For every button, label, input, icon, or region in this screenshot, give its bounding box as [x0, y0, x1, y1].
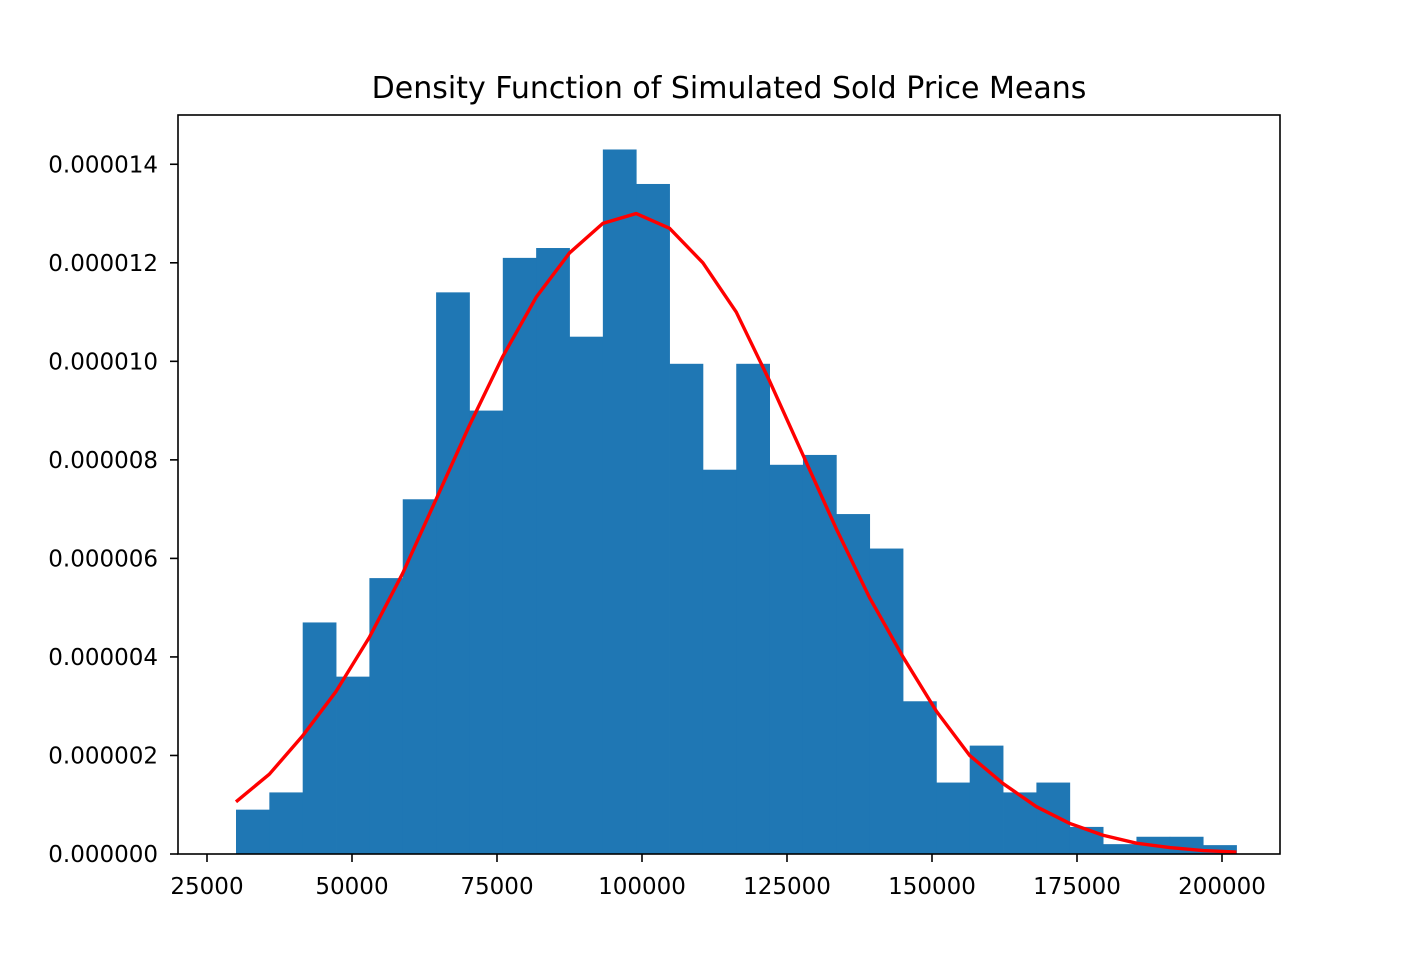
histogram-bar — [1103, 844, 1137, 854]
histogram-bar — [769, 464, 804, 854]
histogram-bars — [236, 149, 1237, 855]
histogram-bar — [369, 578, 404, 854]
histogram-bar — [536, 248, 570, 854]
y-tick-label: 0.000014 — [48, 152, 158, 178]
x-tick-label: 100000 — [598, 874, 686, 900]
y-tick-label: 0.000002 — [48, 743, 158, 769]
y-tick-label: 0.000000 — [48, 842, 158, 868]
x-tick-label: 75000 — [460, 874, 533, 900]
histogram-bar — [469, 410, 504, 854]
histogram-bar — [569, 336, 604, 854]
x-tick-label: 25000 — [170, 874, 243, 900]
histogram-bar — [402, 499, 437, 854]
x-tick-label: 175000 — [1033, 874, 1121, 900]
histogram-bar — [802, 454, 837, 854]
x-tick-label: 200000 — [1178, 874, 1266, 900]
y-tick-label: 0.000004 — [48, 645, 158, 671]
histogram-bar — [269, 792, 304, 854]
histogram-bar — [1036, 782, 1071, 854]
y-axis-ticks: 0.000000 0.000002 0.000004 0.000006 0.000008… — [48, 152, 178, 868]
histogram-bar — [936, 782, 971, 854]
density-curve-group — [234, 211, 1237, 854]
histogram-bar — [602, 149, 637, 854]
x-tick-label: 150000 — [888, 874, 976, 900]
plot-frame — [177, 114, 1281, 855]
histogram-bar — [236, 809, 270, 854]
histogram-bar — [702, 469, 737, 854]
histogram-bar — [436, 292, 470, 854]
histogram-bar — [836, 514, 871, 854]
x-axis-ticks: 25000 50000 75000 100000 125000 150000 175000 2… — [170, 854, 1266, 900]
density-curve-line — [234, 211, 1237, 854]
x-tick-label: 125000 — [743, 874, 831, 900]
chart-title: Density Function of Simulated Sold Price… — [372, 71, 1087, 106]
histogram-bar — [636, 183, 670, 854]
y-tick-label: 0.000012 — [48, 251, 158, 277]
histogram-bar — [502, 257, 537, 855]
histogram-bar — [736, 363, 770, 854]
histogram-bar — [302, 622, 337, 854]
histogram-bar — [1069, 826, 1104, 854]
y-tick-label: 0.000006 — [48, 546, 158, 572]
y-tick-label: 0.000008 — [48, 448, 158, 474]
histogram-bar — [869, 548, 904, 854]
x-tick-label: 50000 — [315, 874, 388, 900]
histogram-bar — [969, 745, 1004, 854]
y-tick-label: 0.000010 — [48, 349, 158, 375]
histogram-bar — [669, 363, 704, 854]
histogram-bar — [1203, 845, 1237, 854]
histogram-bar — [336, 676, 370, 854]
histogram-bar — [903, 701, 937, 854]
